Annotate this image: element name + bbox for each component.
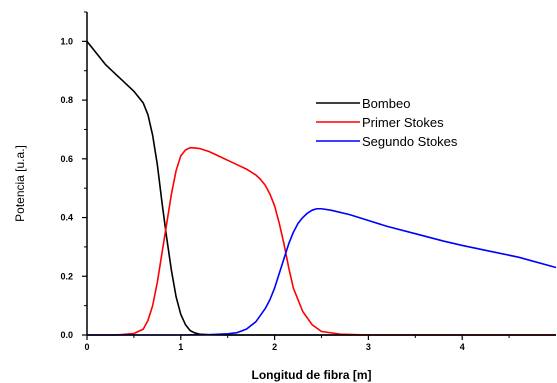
x-axis-title: Longitud de fibra [m]: [252, 368, 372, 382]
series-line: [87, 207, 557, 336]
ticks-layer: 0 1 2 3 4 0.0 0.2 0.4 0.6 0.8 1.0: [60, 11, 510, 352]
y-tick-label: 1.0: [60, 36, 73, 46]
x-tick-label: 0: [84, 342, 89, 352]
x-tick-label: 3: [366, 342, 371, 352]
x-tick-label: 2: [272, 342, 277, 352]
y-axis-title: Potencia [u.a.]: [13, 145, 27, 222]
y-tick-label: 0.2: [60, 271, 73, 281]
legend: Bombeo Primer Stokes Segundo Stokes: [316, 96, 458, 149]
y-tick-label: 0.0: [60, 330, 73, 340]
legend-label: Primer Stokes: [362, 115, 444, 130]
x-tick-label: 1: [178, 342, 183, 352]
legend-label: Segundo Stokes: [362, 134, 458, 149]
x-tick-label: 4: [460, 342, 465, 352]
series-line: [87, 146, 556, 336]
y-tick-label: 0.8: [60, 95, 73, 105]
y-tick-label: 0.4: [60, 213, 73, 223]
y-tick-label: 0.6: [60, 154, 73, 164]
legend-label: Bombeo: [362, 96, 410, 111]
